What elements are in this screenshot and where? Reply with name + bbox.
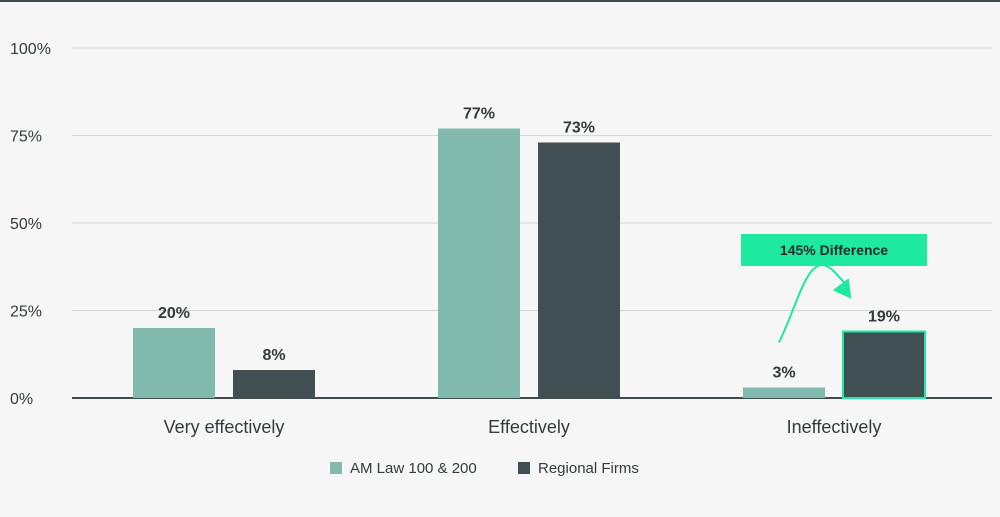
- legend-swatch: [518, 462, 530, 474]
- category-label: Ineffectively: [787, 417, 882, 437]
- data-label: 77%: [463, 106, 495, 123]
- bar: [133, 328, 215, 398]
- top-border: [0, 0, 1000, 2]
- legend-swatch: [330, 462, 342, 474]
- callout-text: 145% Difference: [780, 242, 888, 258]
- y-tick-label: 100%: [10, 41, 51, 58]
- y-tick-label: 25%: [10, 304, 42, 321]
- y-tick-label: 75%: [10, 129, 42, 146]
- callout-box: [741, 234, 927, 266]
- data-label: 3%: [772, 365, 795, 382]
- category-label: Effectively: [488, 417, 570, 437]
- data-label: 19%: [868, 309, 900, 326]
- bar: [233, 370, 315, 398]
- y-tick-label: 50%: [10, 216, 42, 233]
- legend-label: Regional Firms: [538, 460, 639, 477]
- bar: [842, 330, 926, 399]
- callout-arrow: [778, 263, 852, 343]
- data-label: 8%: [262, 347, 285, 364]
- data-label: 20%: [158, 305, 190, 322]
- category-label: Very effectively: [164, 417, 285, 437]
- y-tick-label: 0%: [10, 391, 33, 408]
- bar: [438, 128, 520, 398]
- bar: [743, 387, 825, 398]
- data-label: 73%: [563, 120, 595, 137]
- bar: [538, 142, 620, 398]
- legend-label: AM Law 100 & 200: [350, 460, 477, 477]
